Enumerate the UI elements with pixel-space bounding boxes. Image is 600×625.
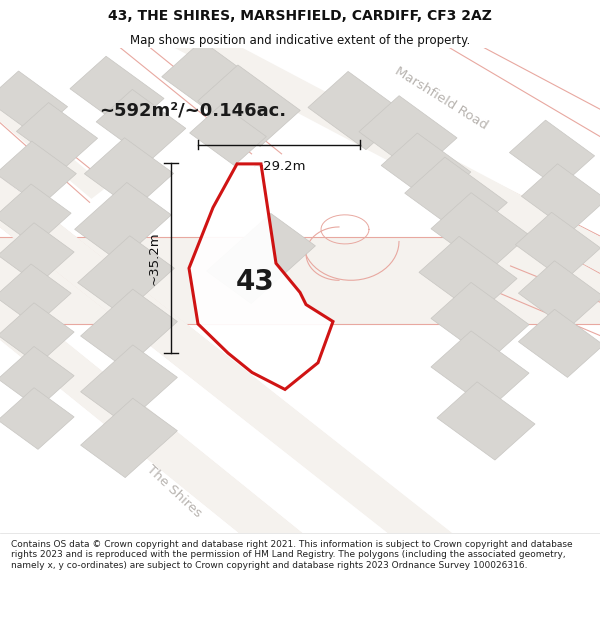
Polygon shape (0, 166, 466, 570)
Polygon shape (0, 237, 600, 324)
Polygon shape (16, 102, 98, 167)
Polygon shape (206, 213, 316, 304)
Text: 43, THE SHIRES, MARSHFIELD, CARDIFF, CF3 2AZ: 43, THE SHIRES, MARSHFIELD, CARDIFF, CF3… (108, 9, 492, 24)
Text: ~592m²/~0.146ac.: ~592m²/~0.146ac. (99, 101, 286, 119)
Polygon shape (152, 11, 600, 283)
Polygon shape (70, 56, 164, 131)
Polygon shape (190, 104, 266, 166)
Polygon shape (381, 133, 471, 204)
Polygon shape (431, 282, 529, 361)
Text: Map shows position and indicative extent of the property.: Map shows position and indicative extent… (130, 34, 470, 48)
Polygon shape (359, 96, 457, 174)
Polygon shape (509, 120, 595, 188)
Polygon shape (80, 289, 178, 369)
Polygon shape (431, 192, 529, 271)
Polygon shape (431, 331, 529, 409)
Polygon shape (0, 277, 316, 569)
Text: Contains OS data © Crown copyright and database right 2021. This information is : Contains OS data © Crown copyright and d… (11, 540, 572, 570)
Polygon shape (198, 65, 300, 146)
Text: ~29.2m: ~29.2m (252, 160, 306, 173)
Text: Marshfield Road: Marshfield Road (392, 64, 490, 132)
Polygon shape (0, 346, 74, 408)
Polygon shape (162, 41, 264, 122)
Polygon shape (0, 388, 74, 449)
Text: ~35.2m: ~35.2m (147, 231, 160, 285)
Polygon shape (0, 78, 107, 199)
Polygon shape (80, 345, 178, 424)
Polygon shape (0, 264, 71, 326)
Polygon shape (80, 398, 178, 478)
Polygon shape (419, 236, 517, 314)
Polygon shape (518, 309, 600, 378)
Polygon shape (0, 141, 76, 206)
Polygon shape (0, 303, 74, 364)
Polygon shape (0, 184, 71, 246)
Polygon shape (0, 71, 68, 136)
Polygon shape (515, 213, 600, 281)
Polygon shape (0, 222, 74, 284)
Text: The Shires: The Shires (144, 462, 204, 520)
Polygon shape (521, 164, 600, 232)
Polygon shape (308, 71, 406, 149)
Polygon shape (518, 261, 600, 329)
Polygon shape (189, 164, 333, 389)
Polygon shape (77, 236, 175, 315)
Polygon shape (74, 182, 172, 262)
Polygon shape (96, 89, 186, 161)
Text: 43: 43 (236, 268, 275, 296)
Polygon shape (405, 157, 507, 239)
Polygon shape (85, 138, 173, 209)
Polygon shape (437, 382, 535, 460)
